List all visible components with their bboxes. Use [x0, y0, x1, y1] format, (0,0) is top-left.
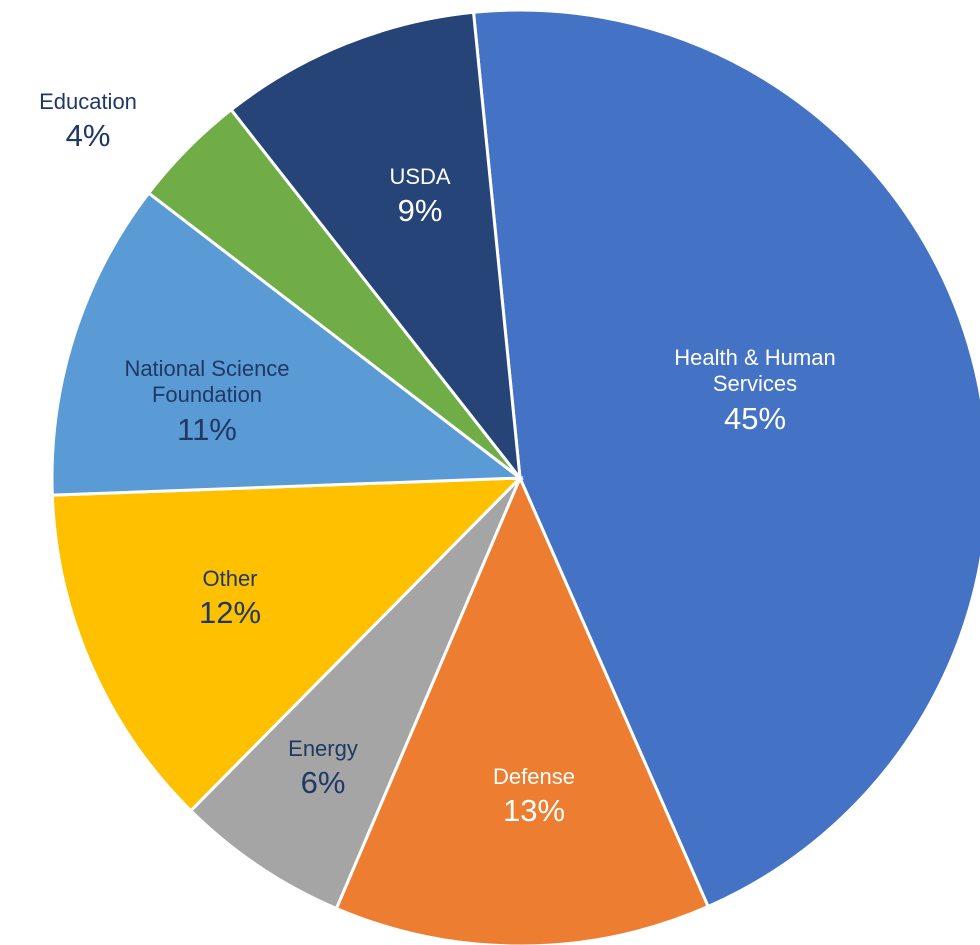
category-name: Other — [202, 566, 258, 591]
slice-label: Education 4% — [0, 89, 193, 155]
slice-label: Health & Human Services 45% — [650, 345, 860, 437]
pie-slice — [229, 10, 523, 483]
category-name: Energy — [288, 736, 358, 761]
slice-label: Energy 6% — [218, 736, 428, 802]
pie-slice — [471, 8, 980, 909]
value-label: 4% — [65, 118, 111, 154]
value-label: 45% — [723, 400, 787, 436]
slice-label: National Science Foundation 11% — [102, 356, 312, 448]
category-name: Defense — [493, 764, 575, 789]
value-label: 13% — [502, 793, 566, 829]
pie-slice — [188, 476, 522, 911]
pie-slice — [50, 476, 524, 813]
slice-label: USDA 9% — [315, 164, 525, 230]
value-label: 9% — [397, 193, 443, 229]
category-name: Education — [39, 89, 137, 114]
category-name: USDA — [389, 164, 451, 189]
pie-slice — [50, 190, 525, 497]
slice-label: Other 12% — [125, 566, 335, 632]
category-name: National Science Foundation — [124, 356, 290, 408]
value-label: 11% — [177, 411, 237, 447]
category-name: Health & Human Services — [674, 345, 836, 397]
value-label: 6% — [300, 765, 346, 801]
slice-label: Defense 13% — [429, 764, 639, 830]
value-label: 12% — [198, 595, 262, 631]
pie-slice — [334, 474, 711, 945]
